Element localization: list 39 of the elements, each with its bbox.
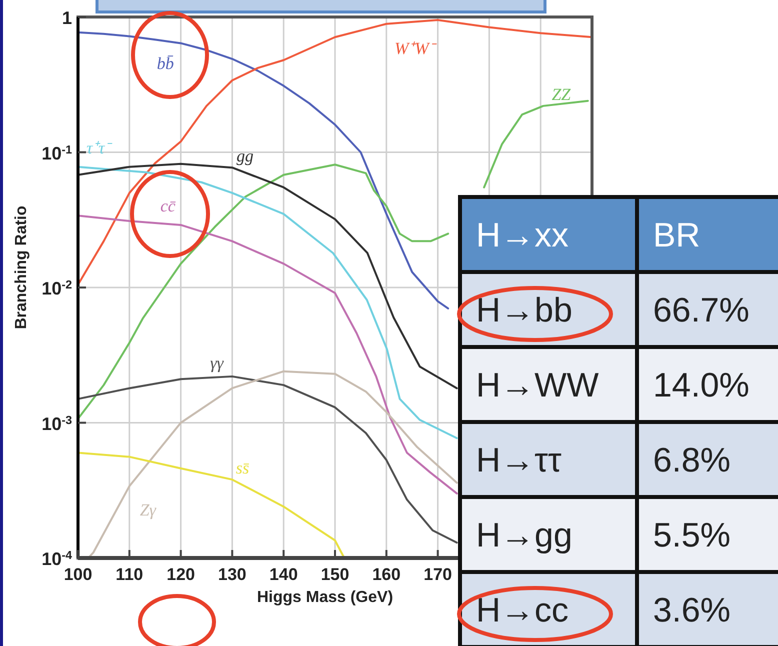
line-series	[77, 452, 346, 559]
line-series	[77, 31, 450, 310]
series-label: Zγ	[140, 500, 158, 520]
series-label: cc̄	[160, 196, 176, 216]
y-tick-label: 10$^{-1}$	[42, 142, 72, 164]
text: 14.0%	[653, 366, 750, 404]
y-tick-label: 10$^{-3}$	[42, 413, 72, 434]
annotation: H→ττ	[476, 442, 562, 480]
series-label: τ⁺τ⁻	[86, 138, 113, 158]
series-label: ss̄	[236, 458, 250, 478]
x-tick-label: 170	[424, 565, 452, 584]
x-tick-label: 150	[320, 565, 350, 584]
x-axis-title: Higgs Mass (GeV)	[256, 589, 394, 606]
series-label: W⁺W⁻	[394, 38, 437, 58]
x-tick-label: 140	[269, 565, 298, 584]
series-label: ZZ	[552, 85, 572, 104]
series-label: bb̄	[156, 54, 174, 74]
line-series	[77, 214, 458, 494]
annotation: H→gg	[476, 516, 572, 554]
text: 5.5%	[653, 516, 730, 554]
x-tick-label: 120	[166, 565, 195, 584]
series-label: gg	[236, 146, 254, 166]
line-series	[77, 166, 458, 440]
annotation: H→bb	[476, 292, 572, 330]
x-tick-label: 130	[218, 565, 246, 584]
text: 3.6%	[653, 592, 730, 630]
text: 6.8%	[653, 442, 730, 480]
text: BR	[653, 216, 700, 254]
line-series	[77, 19, 593, 286]
y-axis-title: Branching Ratio	[13, 205, 30, 330]
text: H→cc	[476, 592, 569, 630]
text: 66.7%	[653, 292, 750, 330]
series-label: γγ	[210, 353, 225, 372]
y-tick-label: 10$^{-2}$	[42, 278, 72, 298]
x-tick-label: 160	[372, 565, 401, 584]
annotation: H→xx	[476, 216, 569, 254]
x-tick-label: 110	[116, 565, 144, 584]
annotation: H→WW	[476, 366, 599, 404]
y-tick-label: 1	[62, 8, 72, 28]
